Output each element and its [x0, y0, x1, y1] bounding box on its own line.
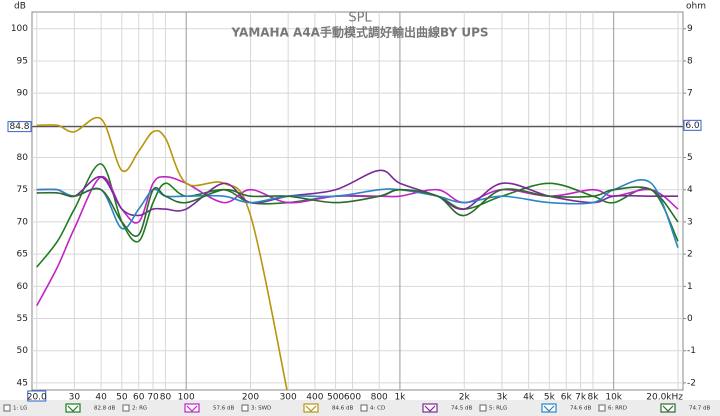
y-axis-label: dB	[14, 2, 26, 12]
x-tick-label: 30	[69, 393, 81, 403]
x-cursor-box	[27, 390, 47, 402]
y2-tick-label: 0	[687, 314, 693, 324]
legend-icon	[186, 405, 198, 412]
x-tick-label: 8k	[587, 393, 599, 403]
x-tick-label: 5k	[544, 393, 556, 403]
x-tick-label: 60	[133, 393, 145, 403]
x-tick-label: 2k	[459, 393, 471, 403]
y2-tick-label: 1	[687, 282, 693, 292]
legend-icon	[305, 405, 317, 412]
chart-title: SPL	[348, 11, 372, 26]
x-tick-label: 50	[116, 393, 128, 403]
legend-value: 57.6 dB	[213, 406, 234, 412]
y-tick-label: 80	[17, 153, 29, 163]
y-tick-label: 55	[17, 314, 28, 324]
labels: 4550556065707580859095100-2-101234567892…	[7, 24, 702, 403]
legend-bar	[0, 400, 720, 416]
x-tick-label: 300	[280, 393, 297, 403]
legend-icon	[543, 405, 555, 412]
cursor-box	[7, 121, 32, 133]
x-tick-label: 80	[160, 393, 172, 403]
legend-checkbox	[3, 404, 11, 412]
y-tick-label: 65	[17, 250, 28, 260]
y2-tick-label: 8	[687, 56, 693, 66]
legend-value: 74.6 dB	[570, 406, 591, 412]
legend-icon	[67, 405, 79, 412]
legend-name: 5: RLG	[489, 406, 507, 412]
y2-tick-label: 7	[687, 89, 693, 99]
legend-swatch	[541, 403, 557, 413]
y2-tick-label: 4	[687, 185, 693, 195]
y-tick-label: 45	[17, 378, 28, 388]
y2-tick-label: 3	[687, 217, 693, 227]
x-tick-label: 6k	[561, 393, 573, 403]
y2-axis-label: ohm	[686, 2, 706, 12]
x-tick-label: 200	[242, 393, 259, 403]
legend-value: 74.5 dB	[451, 406, 472, 412]
legend-swatch	[184, 403, 200, 413]
x-tick-label: 20.0kHz	[646, 393, 683, 403]
legend-name: 1: LG	[13, 406, 27, 412]
legend-checkbox	[241, 404, 249, 412]
legend-icon	[424, 405, 436, 412]
x-tick-label: 500	[327, 393, 344, 403]
series-line	[36, 186, 679, 237]
chart-subtitle: YAMAHA A4A手動模式調好輸出曲線BY UPS	[230, 25, 488, 40]
legend-value: 74.7 dB	[689, 406, 710, 412]
x-tick-label: 800	[371, 393, 388, 403]
x-tick-label: 600	[344, 393, 361, 403]
legend-value: 84.6 dB	[332, 406, 353, 412]
x-tick-label: 20.0	[27, 393, 47, 403]
legend-name: 4: CD	[370, 406, 385, 412]
y-tick-label: 50	[17, 346, 29, 356]
x-tick-label: 10k	[605, 393, 622, 403]
legend-swatch	[303, 403, 319, 413]
legend-checkbox	[122, 404, 130, 412]
y2-tick-label: 5	[687, 153, 693, 163]
x-tick-label: 1k	[394, 393, 406, 403]
grid	[32, 12, 686, 390]
y-tick-label: 95	[17, 56, 28, 66]
cursor-label: 84.8	[9, 122, 29, 132]
legend-swatch	[660, 403, 676, 413]
x-tick-label: 70	[147, 393, 159, 403]
x-tick-label: 400	[306, 393, 323, 403]
cursor-y2-label: 6.0	[685, 121, 700, 131]
legend-value: 82.8 dB	[94, 406, 115, 412]
y-tick-label: 75	[17, 185, 28, 195]
legend-swatch	[65, 403, 81, 413]
legend-icon	[662, 405, 674, 412]
y2-tick-label: -1	[687, 346, 696, 356]
y-tick-label: 70	[17, 217, 29, 227]
x-tick-label: 100	[178, 393, 195, 403]
legend-name: 3: SWD	[251, 406, 271, 412]
y2-tick-label: 9	[687, 24, 693, 34]
legend-swatch	[422, 403, 438, 413]
cursor-y2-box	[683, 119, 702, 131]
x-tick-label: 40	[95, 393, 107, 403]
x-tick-label: 7k	[575, 393, 587, 403]
legend-name: 2: RG	[132, 406, 147, 412]
lines	[36, 116, 679, 390]
y-tick-label: 100	[11, 24, 28, 34]
y2-tick-label: 2	[687, 250, 693, 260]
legend-checkbox	[479, 404, 487, 412]
y-tick-label: 90	[17, 89, 29, 99]
y-tick-label: 60	[17, 282, 29, 292]
legend-checkbox	[598, 404, 606, 412]
x-tick-label: 3k	[496, 393, 508, 403]
legend-checkbox	[360, 404, 368, 412]
x-tick-label: 4k	[523, 393, 535, 403]
y2-tick-label: -2	[687, 378, 696, 388]
legend-name: 6: RRD	[608, 406, 627, 412]
